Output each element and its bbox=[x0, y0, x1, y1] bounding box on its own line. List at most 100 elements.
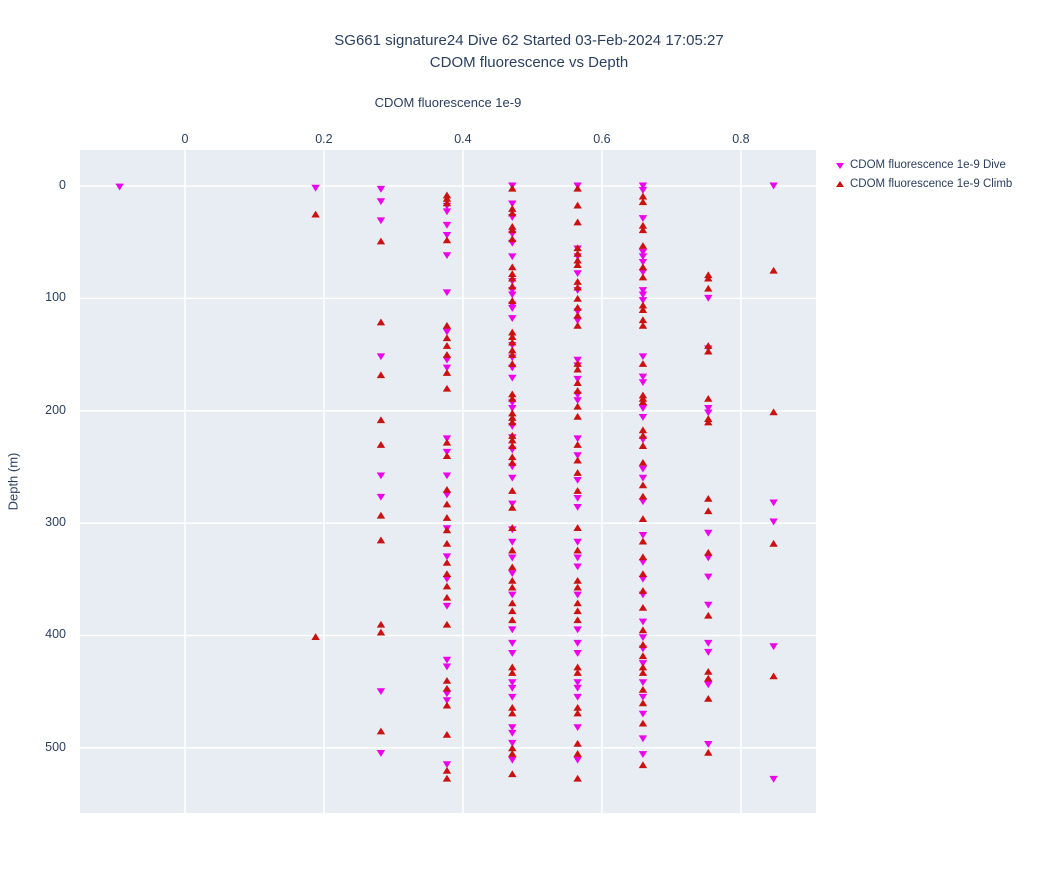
dive-data-point bbox=[376, 688, 386, 696]
climb-data-point bbox=[638, 587, 648, 594]
dive-data-point bbox=[638, 532, 648, 539]
dive-data-point bbox=[376, 185, 386, 193]
climb-data-point bbox=[508, 453, 517, 461]
climb-data-point bbox=[573, 607, 582, 615]
climb-data-point bbox=[508, 226, 517, 234]
dive-data-point bbox=[638, 498, 648, 506]
climb-data-point bbox=[508, 346, 517, 354]
dive-data-point bbox=[508, 729, 517, 737]
climb-data-point bbox=[573, 379, 582, 387]
climb-data-point bbox=[573, 524, 582, 531]
climb-data-point bbox=[573, 469, 582, 476]
dive-data-point bbox=[638, 634, 648, 642]
legend-item-dive[interactable]: CDOM fluorescence 1e-9 Dive bbox=[830, 155, 1012, 174]
dive-data-point bbox=[508, 315, 517, 322]
climb-data-point bbox=[638, 306, 648, 313]
dive-data-point bbox=[704, 639, 713, 647]
dive-data-point bbox=[769, 518, 778, 526]
dive-data-point bbox=[508, 570, 517, 578]
climb-data-point bbox=[508, 583, 517, 591]
dive-data-point bbox=[376, 493, 386, 501]
climb-data-point bbox=[573, 703, 582, 711]
dive-data-point bbox=[769, 499, 778, 507]
climb-data-point bbox=[508, 184, 517, 192]
dive-data-point bbox=[442, 328, 452, 336]
dive-data-point bbox=[704, 601, 713, 609]
dive-data-point bbox=[573, 650, 582, 657]
dive-data-point bbox=[704, 554, 713, 562]
climb-data-point bbox=[442, 334, 452, 342]
legend: CDOM fluorescence 1e-9 Dive CDOM fluores… bbox=[830, 155, 1012, 193]
dive-data-point bbox=[442, 252, 452, 260]
climb-data-point bbox=[573, 261, 582, 269]
climb-data-point bbox=[638, 242, 648, 249]
climb-data-point bbox=[508, 297, 517, 304]
climb-data-point bbox=[704, 418, 713, 426]
climb-data-point bbox=[573, 360, 582, 367]
climb-data-point bbox=[508, 709, 517, 717]
dive-data-point bbox=[638, 710, 648, 718]
plot-area[interactable] bbox=[80, 150, 816, 813]
dive-data-point bbox=[508, 650, 517, 657]
dive-data-point bbox=[442, 491, 452, 499]
climb-data-point bbox=[573, 709, 582, 717]
climb-data-point bbox=[442, 526, 452, 534]
climb-data-point bbox=[638, 761, 648, 769]
dive-data-point bbox=[442, 761, 452, 769]
climb-data-point bbox=[573, 321, 582, 329]
dive-data-point bbox=[442, 553, 452, 561]
climb-data-point bbox=[376, 628, 386, 636]
climb-data-point bbox=[508, 663, 517, 671]
climb-data-point bbox=[573, 387, 582, 394]
climb-data-point bbox=[704, 694, 713, 702]
climb-data-point bbox=[704, 748, 713, 756]
legend-label-climb: CDOM fluorescence 1e-9 Climb bbox=[850, 177, 1013, 190]
dive-data-point bbox=[769, 182, 778, 190]
climb-data-point bbox=[442, 369, 452, 376]
climb-data-point bbox=[638, 226, 648, 234]
y-tick-label: 100 bbox=[45, 290, 66, 305]
climb-data-point bbox=[573, 739, 582, 747]
dive-data-point bbox=[638, 269, 648, 276]
climb-data-point bbox=[704, 507, 713, 515]
climb-data-point bbox=[376, 511, 386, 519]
climb-data-point bbox=[638, 321, 648, 329]
dive-data-point bbox=[638, 679, 648, 687]
climb-data-point bbox=[508, 235, 517, 243]
climb-data-point bbox=[508, 333, 517, 340]
dive-data-point bbox=[573, 538, 582, 546]
climb-data-point bbox=[638, 537, 648, 545]
climb-data-point bbox=[638, 492, 648, 500]
y-tick-label: 200 bbox=[45, 402, 66, 417]
climb-data-point bbox=[508, 563, 517, 571]
dive-data-point bbox=[573, 639, 582, 647]
legend-item-climb[interactable]: CDOM fluorescence 1e-9 Climb bbox=[830, 174, 1012, 193]
climb-data-point bbox=[442, 452, 452, 460]
dive-data-point bbox=[573, 684, 582, 692]
climb-data-point bbox=[638, 360, 648, 367]
dive-data-point bbox=[573, 693, 582, 701]
climb-data-point bbox=[573, 663, 582, 671]
dive-data-point bbox=[573, 679, 582, 687]
climb-data-point bbox=[508, 270, 517, 278]
climb-data-point bbox=[704, 674, 713, 682]
dive-data-point bbox=[638, 182, 648, 190]
climb-data-point bbox=[508, 744, 517, 752]
climb-data-point bbox=[769, 266, 778, 274]
dive-data-point bbox=[769, 775, 778, 783]
climb-data-point bbox=[638, 603, 648, 611]
climb-data-point bbox=[704, 342, 713, 349]
climb-data-point bbox=[638, 663, 648, 671]
climb-data-point bbox=[508, 487, 517, 494]
dive-data-point bbox=[573, 554, 582, 562]
dive-data-point bbox=[573, 563, 582, 571]
climb-data-point bbox=[638, 442, 648, 449]
climb-data-point bbox=[573, 546, 582, 554]
climb-data-point bbox=[508, 209, 517, 217]
climb-data-point bbox=[508, 390, 517, 398]
chart-title: SG661 signature24 Dive 62 Started 03-Feb… bbox=[334, 32, 724, 49]
dive-data-point bbox=[311, 184, 320, 192]
climb-data-point bbox=[769, 408, 778, 416]
dive-data-point bbox=[508, 626, 517, 634]
climb-data-point bbox=[376, 620, 386, 628]
